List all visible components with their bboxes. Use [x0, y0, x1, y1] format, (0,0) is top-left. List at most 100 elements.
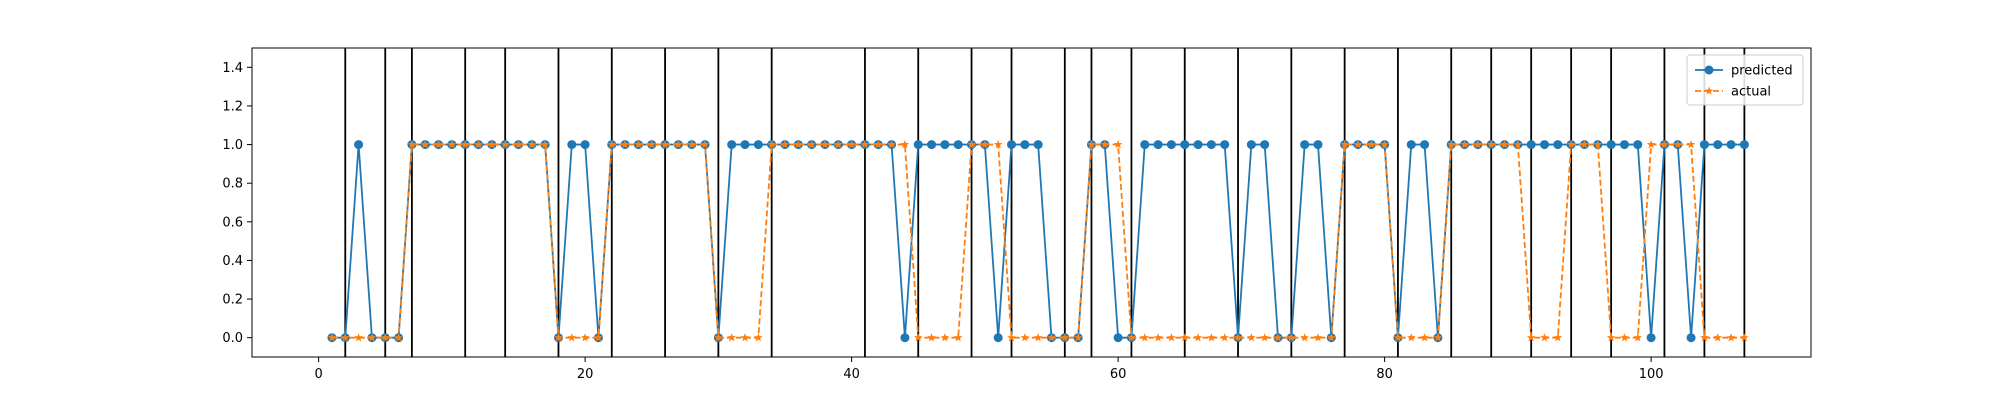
data-point-predicted: [1193, 140, 1203, 150]
data-point-actual: [620, 140, 630, 149]
x-tick-label: 0: [314, 367, 322, 382]
data-point-actual: [1606, 333, 1616, 342]
data-point-actual: [420, 140, 430, 149]
data-point-actual: [1433, 333, 1443, 342]
data-point-actual: [354, 333, 363, 342]
data-point-actual: [1033, 333, 1043, 342]
data-point-actual: [993, 140, 1003, 149]
data-point-actual: [407, 140, 417, 149]
series-line-predicted: [331, 143, 1745, 339]
data-point-actual: [1207, 333, 1216, 342]
data-point-actual: [1007, 333, 1016, 342]
data-point-actual: [1313, 333, 1323, 342]
y-tick-label: 0.0: [222, 331, 243, 346]
data-point-actual: [700, 140, 710, 149]
data-point-actual: [953, 333, 963, 342]
data-point-actual: [714, 333, 723, 342]
data-point-actual: [380, 333, 390, 342]
data-point-predicted: [1420, 140, 1430, 150]
data-point-predicted: [727, 140, 737, 150]
data-point-predicted: [1153, 140, 1163, 150]
data-point-actual: [1060, 333, 1070, 342]
vertical-separator-lines: [344, 48, 1746, 357]
legend-box: [1686, 54, 1804, 106]
data-point-actual: [1473, 140, 1483, 149]
data-point-actual: [1540, 333, 1549, 342]
data-point-predicted: [1686, 333, 1696, 343]
data-point-actual: [900, 140, 910, 149]
data-point-actual: [1686, 140, 1696, 149]
data-point-actual: [1327, 333, 1336, 342]
data-point-actual: [1486, 140, 1496, 149]
data-point-actual: [660, 140, 670, 149]
data-point-actual: [634, 140, 643, 149]
data-point-actual: [967, 140, 976, 149]
data-point-predicted: [1246, 140, 1256, 150]
data-point-actual: [727, 333, 736, 342]
data-point-actual: [567, 333, 577, 342]
data-point-actual: [1446, 140, 1456, 149]
data-point-predicted: [354, 140, 364, 150]
data-point-actual: [1620, 333, 1629, 342]
data-point-actual: [1726, 333, 1736, 342]
data-point-actual: [674, 140, 683, 149]
y-tick-label: 1.0: [222, 138, 243, 153]
data-point-actual: [927, 333, 936, 342]
data-point-actual: [1393, 333, 1403, 342]
data-point-actual: [554, 333, 563, 342]
data-point-actual: [740, 333, 750, 342]
data-point-actual: [527, 140, 537, 149]
data-point-predicted: [1166, 140, 1176, 150]
data-point-predicted: [1180, 140, 1190, 150]
data-point-actual: [1353, 140, 1363, 149]
data-point-predicted: [1300, 140, 1310, 150]
data-point-predicted: [1540, 140, 1550, 150]
data-point-actual: [1553, 333, 1563, 342]
data-point-actual: [340, 333, 350, 342]
data-point-actual: [780, 140, 790, 149]
data-point-actual: [1113, 140, 1123, 149]
data-point-predicted: [580, 140, 590, 150]
data-point-actual: [767, 140, 776, 149]
data-point-actual: [474, 140, 483, 149]
data-point-actual: [1220, 333, 1229, 342]
data-point-predicted: [1260, 140, 1270, 150]
data-point-predicted: [1553, 140, 1563, 150]
data-point-actual: [460, 140, 470, 149]
data-point-actual: [847, 140, 856, 149]
data-point-actual: [1660, 140, 1669, 149]
data-point-actual: [873, 140, 883, 149]
data-point-actual: [1460, 140, 1469, 149]
data-point-actual: [514, 140, 523, 149]
data-point-predicted: [953, 140, 963, 150]
legend-label-actual: actual: [1731, 85, 1771, 100]
data-point-actual: [1580, 140, 1589, 149]
data-point-actual: [834, 140, 843, 149]
data-point-actual: [327, 333, 337, 342]
data-point-predicted: [900, 333, 910, 343]
data-point-actual: [860, 140, 870, 149]
data-point-predicted: [567, 140, 577, 150]
data-point-predicted: [1313, 140, 1323, 150]
data-point-actual: [887, 140, 896, 149]
y-tick-label: 0.6: [222, 215, 243, 230]
data-point-predicted: [1646, 333, 1656, 343]
series-actual: [327, 140, 1749, 342]
x-tick-label: 60: [1110, 367, 1127, 382]
data-point-actual: [940, 333, 950, 342]
series-layer: [327, 140, 1749, 343]
data-point-predicted: [1113, 333, 1123, 343]
data-point-predicted: [1713, 140, 1723, 150]
data-point-predicted: [940, 140, 950, 150]
data-point-actual: [1127, 333, 1136, 342]
data-point-actual: [1646, 140, 1656, 149]
data-point-actual: [1700, 333, 1709, 342]
data-point-actual: [580, 333, 590, 342]
data-point-actual: [647, 140, 657, 149]
data-point-predicted: [1526, 140, 1536, 150]
data-point-actual: [1020, 333, 1030, 342]
data-point-actual: [1380, 140, 1389, 149]
data-point-actual: [1193, 333, 1203, 342]
data-point-predicted: [1699, 140, 1709, 150]
